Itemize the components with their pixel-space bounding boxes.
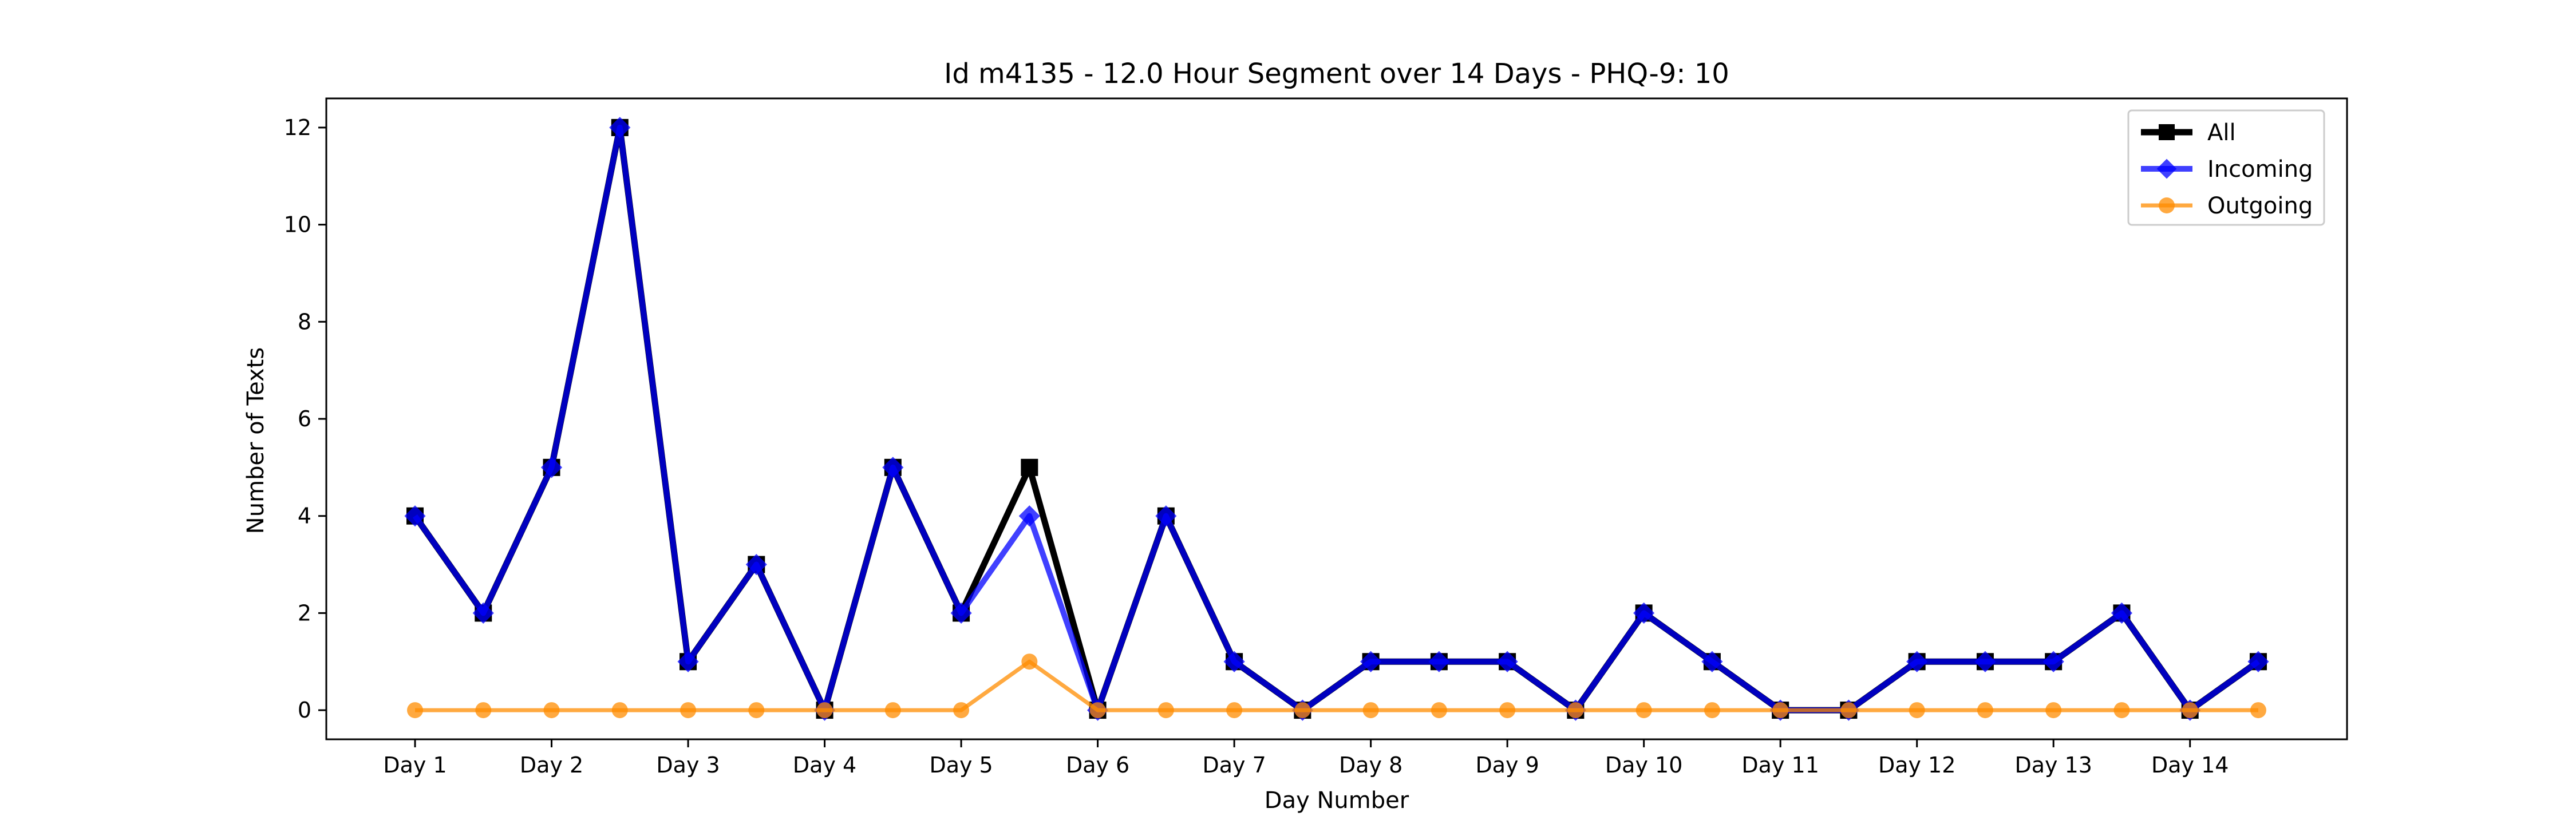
x-tick-label: Day 13 <box>2014 752 2092 778</box>
data-point-incoming <box>2111 602 2133 624</box>
data-point-incoming <box>2247 651 2269 672</box>
y-tick-label: 10 <box>284 212 311 237</box>
data-point-incoming <box>1428 651 1450 672</box>
data-point-outgoing <box>1704 702 1720 719</box>
x-tick-label: Day 14 <box>2151 752 2229 778</box>
data-point-outgoing <box>1021 653 1038 670</box>
y-tick-label: 6 <box>298 406 311 431</box>
legend-box <box>2127 109 2325 226</box>
data-point-outgoing <box>884 702 901 719</box>
x-tick-label: Day 1 <box>383 752 447 778</box>
data-point-incoming <box>2042 651 2064 672</box>
data-point-outgoing <box>1567 702 1584 719</box>
x-tick-label: Day 9 <box>1475 752 1539 778</box>
data-point-outgoing <box>407 702 424 719</box>
legend-item-outgoing: Outgoing <box>2141 193 2313 219</box>
data-point-incoming <box>1701 651 1723 672</box>
data-point-outgoing <box>1840 702 1857 719</box>
y-tick-label: 12 <box>284 115 311 140</box>
x-tick-label: Day 4 <box>793 752 856 778</box>
x-tick-label: Day 5 <box>929 752 993 778</box>
x-tick-label: Day 3 <box>656 752 720 778</box>
data-point-incoming <box>404 505 426 527</box>
data-point-outgoing <box>611 702 628 719</box>
data-point-incoming <box>1974 651 1996 672</box>
y-tick-label: 8 <box>298 309 311 334</box>
data-point-incoming <box>1360 651 1382 672</box>
data-point-incoming <box>882 457 904 478</box>
data-point-incoming <box>1906 651 1928 672</box>
legend-label: Outgoing <box>2207 193 2313 219</box>
data-point-outgoing <box>2113 702 2130 719</box>
x-tick-label: Day 11 <box>1741 752 1819 778</box>
data-point-outgoing <box>1089 702 1106 719</box>
plot-area <box>404 117 2269 721</box>
data-point-incoming <box>540 457 563 478</box>
x-tick-label: Day 8 <box>1339 752 1402 778</box>
legend-item-incoming: Incoming <box>2141 156 2313 183</box>
x-axis-label: Day Number <box>1265 787 1409 814</box>
legend-marker <box>2159 124 2175 140</box>
x-tick-label: Day 6 <box>1066 752 1129 778</box>
data-point-outgoing <box>475 702 492 719</box>
data-point-outgoing <box>2182 702 2198 719</box>
y-tick-label: 2 <box>298 600 311 625</box>
data-point-outgoing <box>1226 702 1243 719</box>
y-axis-label: Number of Texts <box>243 347 269 534</box>
y-tick-label: 0 <box>298 698 311 723</box>
data-point-incoming <box>745 553 767 576</box>
series-outgoing <box>407 653 2266 719</box>
x-tick-label: Day 2 <box>520 752 583 778</box>
data-point-outgoing <box>1977 702 1993 719</box>
data-point-outgoing <box>1294 702 1311 719</box>
legend-label: All <box>2207 120 2236 146</box>
data-point-outgoing <box>2045 702 2062 719</box>
series-line-outgoing <box>415 659 2258 712</box>
data-point-outgoing <box>1431 702 1447 719</box>
data-point-all <box>1021 458 1038 476</box>
data-point-outgoing <box>816 702 833 719</box>
chart-title: Id m4135 - 12.0 Hour Segment over 14 Day… <box>944 58 1729 90</box>
data-point-incoming <box>1223 651 1245 672</box>
y-tick-label: 4 <box>298 504 311 529</box>
legend-item-all: All <box>2141 120 2236 146</box>
series-line-all <box>412 124 2261 714</box>
axes: Day 1 Day 2 Day 3 Day 4 Day 5 Day 6 Day 7 Day 8… <box>284 97 2348 778</box>
x-tick-label: Day 10 <box>1605 752 1682 778</box>
data-point-incoming <box>609 117 631 138</box>
series-incoming <box>404 117 2269 721</box>
data-point-outgoing <box>543 702 560 719</box>
x-tick-label: Day 12 <box>1878 752 1955 778</box>
data-point-outgoing <box>953 702 970 719</box>
data-point-outgoing <box>680 702 697 719</box>
data-point-outgoing <box>1362 702 1379 719</box>
data-point-incoming <box>677 651 699 672</box>
x-tick-label: Day 7 <box>1202 752 1266 778</box>
data-point-outgoing <box>1499 702 1516 719</box>
data-point-outgoing <box>1909 702 1925 719</box>
data-point-outgoing <box>1635 702 1652 719</box>
legend: All Incoming Outgoing <box>2127 109 2325 226</box>
data-point-outgoing <box>1772 702 1789 719</box>
data-point-incoming <box>1018 505 1040 527</box>
data-point-outgoing <box>1157 702 1174 719</box>
data-point-outgoing <box>2250 702 2266 719</box>
data-point-outgoing <box>748 702 765 719</box>
data-point-incoming <box>1633 602 1655 624</box>
data-point-incoming <box>950 602 972 624</box>
series-line-incoming <box>412 124 2260 714</box>
data-point-incoming <box>1155 505 1177 527</box>
data-point-incoming <box>1496 651 1518 672</box>
legend-label: Incoming <box>2207 156 2313 183</box>
legend-marker <box>2156 159 2177 179</box>
data-point-incoming <box>472 602 494 624</box>
legend-marker <box>2159 197 2175 213</box>
